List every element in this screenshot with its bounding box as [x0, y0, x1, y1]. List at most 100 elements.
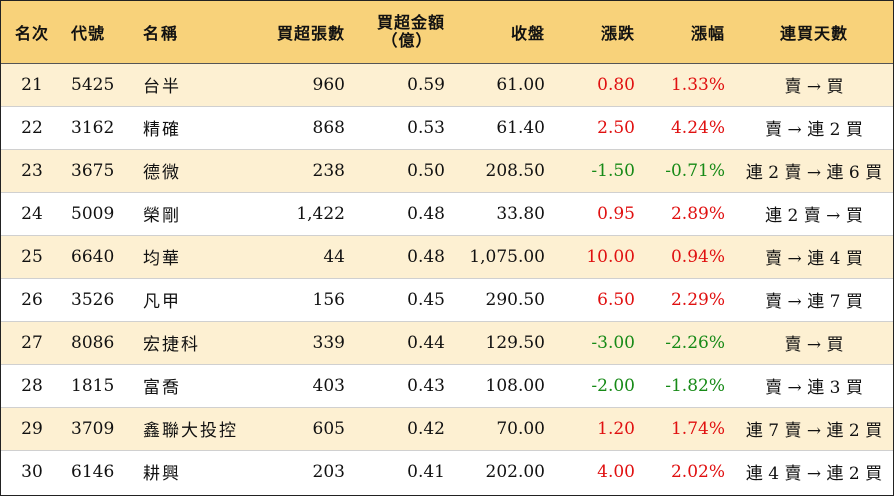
close-cell: 70.00	[496, 418, 545, 439]
net-amount-cell: 0.48	[407, 246, 445, 267]
change-cell: -3.00	[591, 332, 635, 353]
streak-cell: 連 7 賣 → 連 2 買	[745, 421, 883, 441]
close-cell: 108.00	[485, 375, 545, 396]
name-cell: 凡甲	[143, 292, 181, 312]
rank-cell: 24	[21, 203, 43, 224]
close-cell: 202.00	[485, 461, 545, 482]
code-cell: 3675	[71, 160, 115, 181]
pct-cell: 2.89%	[670, 203, 725, 224]
close-cell: 290.50	[485, 289, 545, 310]
net-shares-cell: 203	[312, 461, 345, 482]
streak-cell: 賣 → 連 2 買	[765, 120, 863, 140]
rank-cell: 30	[21, 461, 43, 482]
rank-cell: 26	[21, 289, 43, 310]
header-pct: 漲幅	[690, 23, 725, 43]
change-cell: -2.00	[591, 375, 635, 396]
net-amount-cell: 0.44	[407, 332, 445, 353]
net-amount-cell: 0.50	[407, 160, 445, 181]
code-cell: 6146	[71, 461, 115, 482]
streak-cell: 連 2 賣 → 買	[765, 206, 863, 226]
name-cell: 耕興	[143, 464, 181, 485]
close-cell: 208.50	[485, 160, 545, 181]
rank-cell: 25	[21, 246, 43, 267]
code-cell: 5425	[71, 74, 115, 95]
rank-cell: 29	[21, 418, 43, 439]
pct-cell: 1.74%	[670, 418, 725, 439]
rank-cell: 22	[21, 117, 43, 138]
close-cell: 61.40	[496, 117, 545, 138]
net-amount-cell: 0.53	[407, 117, 445, 138]
name-cell: 台半	[143, 77, 181, 97]
pct-cell: 4.24%	[670, 117, 725, 138]
table-row: 26 3526 凡甲 156 0.45 290.50 6.50 2.29% 賣 → 連 7 買	[1, 278, 893, 321]
rank-cell: 28	[21, 375, 43, 396]
rank-cell: 21	[21, 74, 43, 95]
table-row: 29 3709 鑫聯大投控 605 0.42 70.00 1.20 1.74% 連 7 賣 → …	[1, 407, 893, 450]
streak-cell: 賣 → 買	[784, 335, 844, 355]
net-shares-cell: 339	[312, 332, 345, 353]
streak-cell: 賣 → 連 7 買	[765, 292, 863, 312]
pct-cell: -2.26%	[665, 332, 725, 353]
net-amount-cell: 0.45	[407, 289, 445, 310]
net-amount-cell: 0.42	[407, 418, 445, 439]
header-close: 收盤	[510, 23, 545, 43]
net-shares-cell: 1,422	[296, 203, 345, 224]
header-net-amount-unit: （億）	[381, 30, 433, 50]
streak-cell: 連 2 賣 → 連 6 買	[745, 163, 883, 183]
change-cell: 0.95	[597, 203, 635, 224]
pct-cell: -0.71%	[665, 160, 725, 181]
change-cell: 1.20	[597, 418, 635, 439]
code-cell: 5009	[71, 203, 115, 224]
change-cell: 10.00	[586, 246, 635, 267]
pct-cell: 1.33%	[670, 74, 725, 95]
code-cell: 3162	[71, 117, 115, 138]
pct-cell: 0.94%	[670, 246, 725, 267]
pct-cell: 2.29%	[670, 289, 725, 310]
code-cell: 6640	[71, 246, 115, 267]
change-cell: 2.50	[597, 117, 635, 138]
table-header-row: 名次 代號 名稱 買超張數 買超金額 （億） 收盤 漲跌 漲幅 連買天數	[1, 1, 893, 63]
net-shares-cell: 403	[312, 375, 345, 396]
net-shares-cell: 868	[312, 117, 345, 138]
table-row: 23 3675 德微 238 0.50 208.50 -1.50 -0.71% 連 2 賣 → …	[1, 149, 893, 192]
name-cell: 鑫聯大投控	[143, 421, 238, 441]
table-row: 24 5009 榮剛 1,422 0.48 33.80 0.95 2.89% 連 2 賣 → 買	[1, 192, 893, 235]
net-amount-cell: 0.43	[407, 375, 445, 396]
header-net-amount-label: 買超金額	[376, 12, 445, 32]
name-cell: 榮剛	[143, 206, 181, 226]
code-cell: 3526	[71, 289, 115, 310]
net-shares-cell: 156	[312, 289, 345, 310]
code-cell: 1815	[71, 375, 115, 396]
table-row: 25 6640 均華 44 0.48 1,075.00 10.00 0.94% 賣 → 連 4 …	[1, 235, 893, 278]
net-amount-cell: 0.41	[407, 461, 445, 482]
change-cell: 6.50	[597, 289, 635, 310]
code-cell: 8086	[71, 332, 115, 353]
header-net-shares: 買超張數	[276, 23, 345, 43]
streak-cell: 連 4 賣 → 連 2 買	[745, 464, 883, 485]
close-cell: 1,075.00	[469, 246, 545, 267]
net-amount-cell: 0.48	[407, 203, 445, 224]
close-cell: 61.00	[496, 74, 545, 95]
close-cell: 129.50	[485, 332, 545, 353]
pct-cell: -1.82%	[665, 375, 725, 396]
name-cell: 均華	[143, 249, 181, 269]
header-change: 漲跌	[600, 23, 635, 43]
header-rank: 名次	[14, 23, 49, 43]
close-cell: 33.80	[496, 203, 545, 224]
header-streak: 連買天數	[779, 23, 848, 43]
header-code: 代號	[71, 23, 106, 43]
streak-cell: 賣 → 連 3 買	[765, 378, 863, 398]
table-row: 22 3162 精確 868 0.53 61.40 2.50 4.24% 賣 → 連 2 買	[1, 106, 893, 149]
header-net-amount: 買超金額 （億）	[355, 1, 455, 63]
net-shares-cell: 960	[312, 74, 345, 95]
net-shares-cell: 44	[323, 246, 345, 267]
net-shares-cell: 605	[312, 418, 345, 439]
streak-cell: 賣 → 連 4 買	[765, 249, 863, 269]
streak-cell: 賣 → 買	[784, 77, 844, 97]
rank-cell: 23	[21, 160, 43, 181]
name-cell: 宏捷科	[143, 335, 200, 355]
code-cell: 3709	[71, 418, 115, 439]
change-cell: 0.80	[597, 74, 635, 95]
